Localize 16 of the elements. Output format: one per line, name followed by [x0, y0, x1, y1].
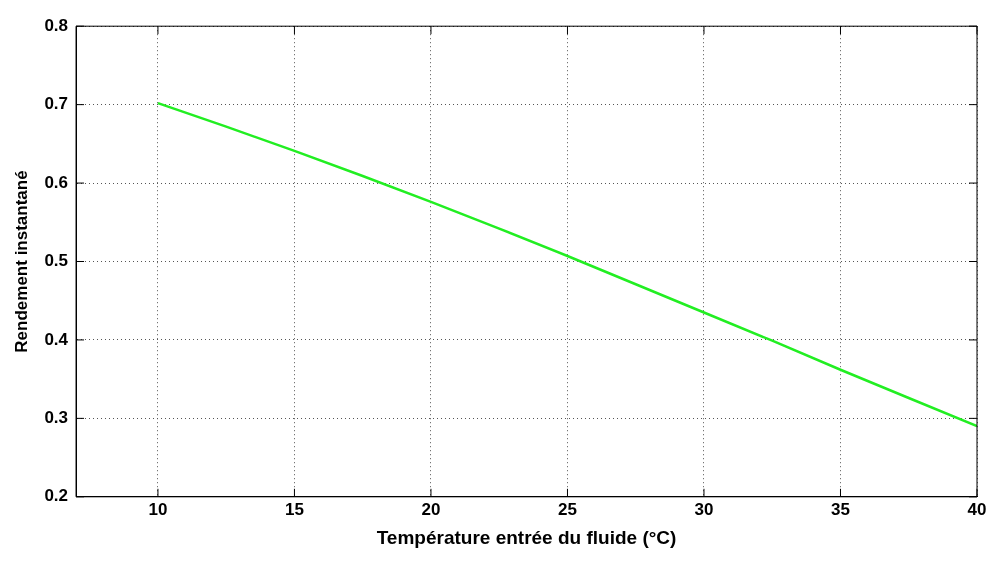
x-tick-label: 20	[421, 499, 441, 519]
y-tick-label: 0.5	[44, 251, 69, 271]
y-tick-label: 0.4	[44, 329, 69, 349]
y-tick-label: 0.7	[44, 94, 69, 114]
x-tick-label: 30	[694, 499, 714, 519]
y-axis-title: Rendement instantané	[11, 170, 31, 353]
x-tick-label: 25	[558, 499, 577, 519]
y-tick-label: 0.8	[44, 15, 69, 35]
y-tick-label: 0.3	[44, 408, 69, 428]
x-tick-label: 10	[148, 499, 168, 519]
x-tick-label: 15	[284, 499, 304, 519]
x-tick-label: 35	[831, 499, 850, 519]
x-axis-title: Température entrée du fluide (°C)	[376, 526, 677, 548]
y-tick-label: 0.2	[44, 486, 69, 506]
y-tick-label: 0.6	[44, 172, 69, 192]
x-tick-label: 40	[967, 499, 987, 519]
